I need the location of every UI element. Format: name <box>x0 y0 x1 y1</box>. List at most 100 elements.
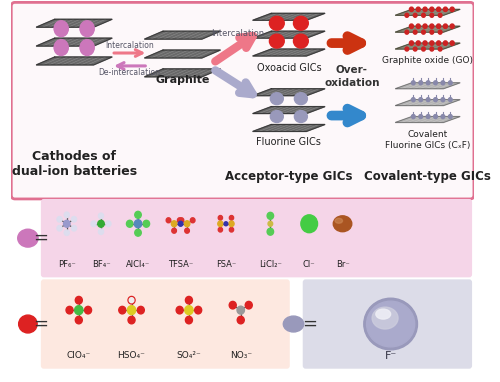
Circle shape <box>416 24 420 28</box>
Circle shape <box>410 7 414 11</box>
FancyBboxPatch shape <box>41 199 472 277</box>
Circle shape <box>98 220 104 227</box>
Circle shape <box>218 221 223 227</box>
Circle shape <box>66 306 73 314</box>
Polygon shape <box>253 89 325 96</box>
Circle shape <box>410 24 414 28</box>
Circle shape <box>172 228 176 233</box>
Circle shape <box>218 227 222 232</box>
Circle shape <box>128 316 135 324</box>
Circle shape <box>128 296 135 304</box>
Circle shape <box>448 98 452 102</box>
Circle shape <box>416 41 420 45</box>
Circle shape <box>450 41 454 45</box>
Circle shape <box>438 47 442 51</box>
Circle shape <box>419 98 422 102</box>
Text: HSO₄⁻: HSO₄⁻ <box>118 351 146 360</box>
Circle shape <box>230 215 234 220</box>
Circle shape <box>237 316 244 324</box>
Text: Fluorine GICs (CₓF): Fluorine GICs (CₓF) <box>385 141 470 150</box>
Text: Graphite oxide (GO): Graphite oxide (GO) <box>382 56 473 65</box>
Text: ClO₄⁻: ClO₄⁻ <box>66 351 91 360</box>
Circle shape <box>444 7 448 11</box>
Polygon shape <box>396 117 460 123</box>
Circle shape <box>54 40 68 55</box>
Circle shape <box>84 306 91 314</box>
Circle shape <box>74 306 83 315</box>
Circle shape <box>186 296 192 304</box>
Text: TFSA⁻: TFSA⁻ <box>168 260 193 269</box>
Text: LiCl₂⁻: LiCl₂⁻ <box>259 260 282 269</box>
Circle shape <box>172 221 177 227</box>
Text: NO₃⁻: NO₃⁻ <box>230 351 252 360</box>
FancyBboxPatch shape <box>12 2 474 199</box>
Circle shape <box>412 115 415 118</box>
Circle shape <box>441 81 445 85</box>
Circle shape <box>176 306 183 314</box>
Circle shape <box>430 47 434 51</box>
Circle shape <box>422 30 426 34</box>
Circle shape <box>194 306 202 314</box>
Circle shape <box>410 41 414 45</box>
Text: =: = <box>34 315 48 333</box>
Ellipse shape <box>294 111 308 123</box>
Polygon shape <box>144 50 220 58</box>
Circle shape <box>450 7 454 11</box>
Text: Fluorine GICs: Fluorine GICs <box>256 138 322 147</box>
Circle shape <box>185 228 190 233</box>
Circle shape <box>57 225 62 231</box>
Ellipse shape <box>294 16 308 30</box>
Circle shape <box>76 296 82 304</box>
Circle shape <box>106 221 111 227</box>
Text: AlCl₄⁻: AlCl₄⁻ <box>126 260 150 269</box>
Circle shape <box>98 229 103 235</box>
Ellipse shape <box>372 307 398 329</box>
Circle shape <box>64 230 70 235</box>
Ellipse shape <box>364 298 418 350</box>
Ellipse shape <box>366 301 414 347</box>
Circle shape <box>98 213 103 219</box>
Circle shape <box>441 115 445 118</box>
Circle shape <box>245 301 252 309</box>
Circle shape <box>267 228 274 235</box>
Circle shape <box>414 13 417 17</box>
Ellipse shape <box>335 218 342 223</box>
Polygon shape <box>36 38 112 46</box>
Text: PF₆⁻: PF₆⁻ <box>58 260 76 269</box>
Circle shape <box>430 41 434 45</box>
Circle shape <box>126 220 133 227</box>
Text: Cl⁻: Cl⁻ <box>303 260 316 269</box>
Circle shape <box>134 220 141 228</box>
Circle shape <box>430 24 434 28</box>
Circle shape <box>450 24 454 28</box>
Text: oxidation: oxidation <box>324 78 380 88</box>
Circle shape <box>80 22 94 37</box>
Ellipse shape <box>18 229 38 247</box>
Circle shape <box>412 98 415 102</box>
Circle shape <box>80 40 94 55</box>
Text: Intercalation: Intercalation <box>212 29 264 38</box>
Circle shape <box>268 221 272 226</box>
Circle shape <box>405 13 408 17</box>
Text: =: = <box>34 229 48 247</box>
Circle shape <box>80 40 94 55</box>
Circle shape <box>54 40 68 55</box>
Circle shape <box>301 215 318 233</box>
Text: Cathodes of: Cathodes of <box>32 150 116 163</box>
Circle shape <box>423 24 427 28</box>
Polygon shape <box>253 13 325 20</box>
Circle shape <box>267 212 274 219</box>
Polygon shape <box>253 125 325 131</box>
Text: Covalent-type GICs: Covalent-type GICs <box>364 170 491 183</box>
Circle shape <box>434 98 438 102</box>
Circle shape <box>178 218 182 223</box>
Circle shape <box>448 81 452 85</box>
Circle shape <box>441 98 445 102</box>
Text: Graphite: Graphite <box>156 75 210 85</box>
Circle shape <box>64 212 70 218</box>
Text: Oxoacid GICs: Oxoacid GICs <box>256 63 321 73</box>
Text: SO₄²⁻: SO₄²⁻ <box>176 351 202 360</box>
Circle shape <box>405 47 408 51</box>
Circle shape <box>444 41 448 45</box>
Polygon shape <box>396 83 460 89</box>
